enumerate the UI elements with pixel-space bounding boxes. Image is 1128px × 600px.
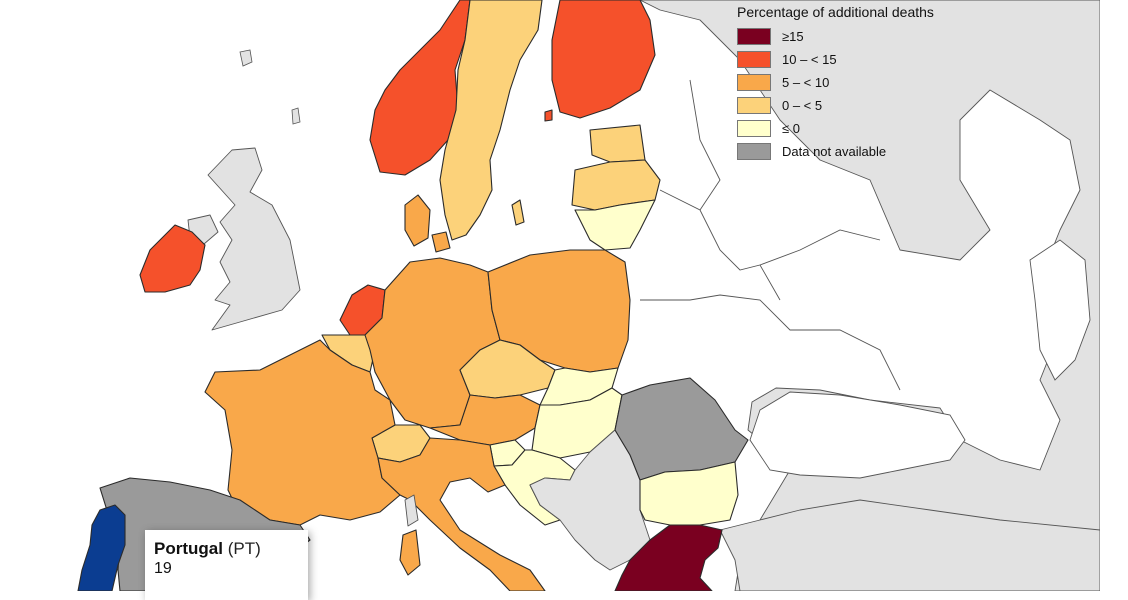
legend-label: ≥15	[782, 29, 804, 44]
land-shetland	[291, 107, 301, 125]
country-finland-aland[interactable]	[544, 109, 553, 122]
country-portugal[interactable]	[77, 504, 126, 591]
legend-swatch	[737, 97, 771, 114]
legend-label: 0 – < 5	[782, 98, 823, 113]
legend-label: 5 – < 10	[782, 75, 830, 90]
legend-item[interactable]: 0 – < 5	[737, 94, 934, 117]
legend-label: 10 – < 15	[782, 52, 837, 67]
legend-label: Data not available	[782, 144, 887, 159]
country-sweden[interactable]	[439, 0, 543, 241]
legend-item[interactable]: 10 – < 15	[737, 48, 934, 71]
tooltip-country-code: (PT)	[227, 539, 261, 558]
tooltip-value: 19	[154, 560, 172, 577]
land-corsica	[404, 494, 419, 527]
country-bulgaria[interactable]	[639, 461, 739, 526]
map-frame	[0, 0, 1100, 591]
country-denmark[interactable]	[404, 194, 431, 247]
map-legend: Percentage of additional deaths ≥15 10 –…	[737, 4, 934, 163]
land-turkey	[719, 499, 1100, 591]
black-sea	[749, 391, 966, 479]
legend-swatch	[737, 28, 771, 45]
legend-item[interactable]: ≤ 0	[737, 117, 934, 140]
country-italy-sardinia[interactable]	[399, 529, 421, 576]
country-ireland[interactable]	[139, 224, 206, 293]
border-lines-east	[640, 79, 901, 391]
legend-label: ≤ 0	[782, 121, 800, 136]
country-sweden-gotland[interactable]	[511, 199, 525, 226]
land-united-kingdom	[207, 147, 301, 331]
legend-title: Percentage of additional deaths	[737, 4, 934, 20]
legend-swatch	[737, 120, 771, 137]
legend-swatch	[737, 51, 771, 68]
country-lithuania[interactable]	[574, 199, 656, 251]
country-tooltip: Portugal (PT) 19	[145, 530, 308, 600]
land-faroe-islands	[239, 49, 253, 67]
europe-map[interactable]	[0, 0, 1100, 591]
legend-swatch	[737, 143, 771, 160]
country-greece[interactable]	[614, 524, 723, 591]
country-italy[interactable]	[377, 437, 546, 591]
legend-item[interactable]: 5 – < 10	[737, 71, 934, 94]
country-estonia[interactable]	[589, 124, 646, 163]
legend-item[interactable]: Data not available	[737, 140, 934, 163]
legend-item[interactable]: ≥15	[737, 25, 934, 48]
country-finland[interactable]	[551, 0, 656, 119]
country-denmark-islands[interactable]	[431, 231, 451, 253]
tooltip-country-name: Portugal	[154, 539, 223, 558]
legend-swatch	[737, 74, 771, 91]
caspian-sea	[1029, 239, 1091, 381]
